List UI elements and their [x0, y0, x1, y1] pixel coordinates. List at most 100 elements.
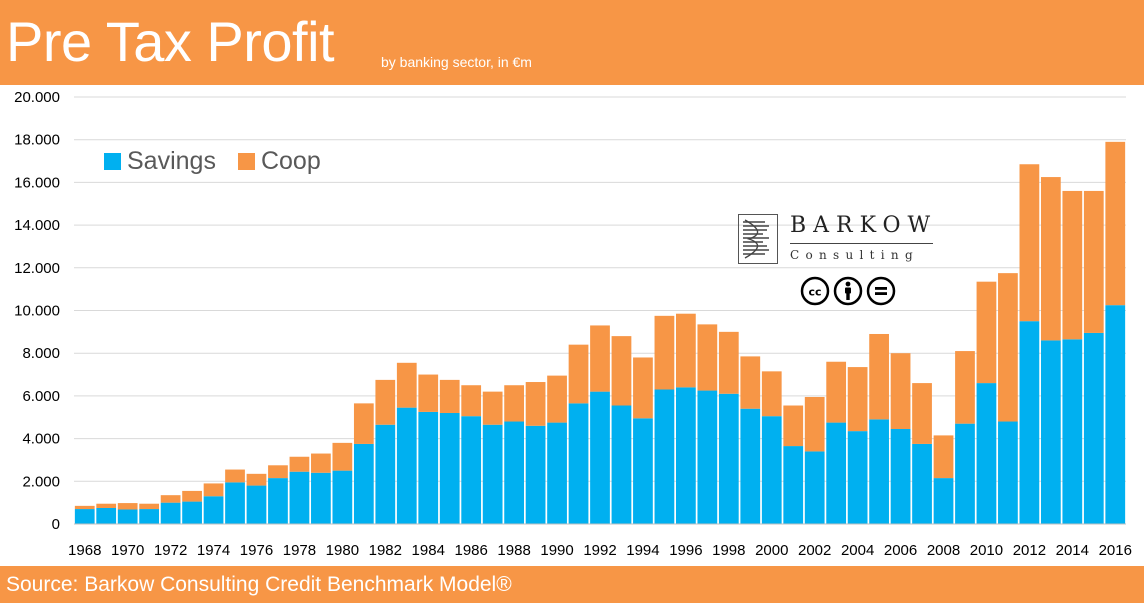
bar-savings-2009 [955, 423, 975, 524]
bar-savings-1989 [525, 425, 546, 524]
bar-coop-1974 [203, 483, 224, 497]
bar-coop-1981 [353, 403, 374, 444]
x-tick-label: 1986 [454, 542, 487, 559]
bar-coop-2004 [847, 367, 868, 432]
bar-savings-2002 [804, 451, 825, 524]
logo-subtitle: Consulting [790, 248, 919, 262]
footer-bar: Source: Barkow Consulting Credit Benchma… [0, 566, 1144, 603]
x-tick-label: 1992 [583, 542, 616, 559]
x-tick-label: 2000 [755, 542, 788, 559]
bar-coop-1979 [311, 453, 331, 473]
bar-coop-2002 [804, 396, 825, 452]
bar-savings-2001 [783, 446, 804, 524]
x-tick-label: 1970 [111, 542, 144, 559]
x-tick-label: 1998 [712, 542, 745, 559]
x-tick-label: 1978 [283, 542, 316, 559]
bar-savings-1999 [740, 408, 761, 524]
bar-savings-1973 [182, 501, 202, 524]
bar-savings-2010 [976, 383, 997, 524]
x-tick-label: 1980 [326, 542, 359, 559]
bar-savings-1974 [203, 496, 224, 524]
y-tick-label: 2.000 [22, 473, 60, 490]
x-tick-label: 1976 [240, 542, 273, 559]
bar-coop-2000 [761, 371, 782, 417]
x-tick-label: 2002 [798, 542, 831, 559]
bar-savings-1992 [590, 391, 610, 524]
bar-savings-1996 [676, 387, 696, 524]
bar-savings-1986 [461, 416, 482, 524]
bar-savings-2006 [890, 428, 911, 524]
bar-coop-1978 [289, 456, 310, 472]
bar-savings-1987 [482, 424, 503, 524]
bar-coop-1980 [332, 442, 353, 471]
bar-coop-1970 [117, 503, 138, 510]
y-tick-label: 0 [52, 516, 60, 533]
bar-coop-2005 [869, 333, 889, 420]
bar-coop-1990 [547, 375, 567, 423]
bar-coop-2006 [890, 353, 911, 429]
bar-savings-2015 [1083, 332, 1104, 524]
bar-coop-1986 [461, 385, 482, 417]
bar-savings-1975 [225, 482, 245, 524]
y-tick-label: 8.000 [22, 345, 60, 362]
bar-savings-2014 [1062, 339, 1083, 524]
bar-coop-1973 [182, 490, 202, 502]
bar-coop-1994 [633, 357, 653, 419]
source-note: Source: Barkow Consulting Credit Benchma… [6, 573, 512, 596]
y-tick-label: 6.000 [22, 388, 60, 405]
bar-savings-2012 [1019, 321, 1040, 524]
x-tick-label: 2010 [970, 542, 1003, 559]
x-tick-label: 2016 [1099, 542, 1132, 559]
barkow-emblem-icon [738, 214, 778, 264]
bar-coop-1997 [697, 324, 718, 391]
attribution-icon [833, 276, 863, 306]
bar-coop-1989 [525, 382, 546, 426]
x-tick-label: 2014 [1056, 542, 1089, 559]
barkow-logo: BARKOW Consulting cc [738, 212, 938, 308]
bar-coop-1996 [676, 313, 696, 388]
bar-savings-2005 [869, 419, 889, 524]
bar-coop-1995 [654, 315, 675, 390]
x-tick-label: 2008 [927, 542, 960, 559]
logo-divider [790, 243, 933, 244]
bar-savings-1970 [117, 509, 138, 524]
bar-savings-1998 [718, 393, 739, 524]
legend: Savings Coop [104, 146, 321, 176]
bar-coop-1983 [396, 362, 417, 408]
x-tick-label: 2012 [1013, 542, 1046, 559]
bar-savings-1968 [74, 509, 95, 524]
y-tick-label: 16.000 [14, 174, 60, 191]
page-subtitle: by banking sector, in €m [381, 54, 532, 70]
bar-savings-1971 [139, 509, 160, 524]
x-tick-label: 1988 [497, 542, 530, 559]
bar-coop-2003 [826, 361, 847, 423]
bar-coop-2015 [1083, 190, 1104, 333]
bar-savings-1976 [246, 485, 267, 524]
bar-savings-2013 [1040, 340, 1061, 524]
bar-savings-1984 [418, 411, 439, 524]
bar-savings-1979 [311, 472, 331, 524]
bar-savings-2011 [998, 421, 1018, 524]
y-tick-label: 14.000 [14, 217, 60, 234]
bar-coop-1982 [375, 379, 396, 425]
bar-coop-1985 [439, 379, 460, 413]
legend-label-savings: Savings [127, 147, 216, 175]
bar-coop-2008 [933, 435, 954, 479]
bar-savings-2000 [761, 416, 782, 524]
legend-item-savings: Savings [104, 146, 216, 176]
x-tick-label: 1990 [540, 542, 573, 559]
bar-savings-1969 [96, 507, 117, 524]
bar-chart: 0 2.000 4.000 6.000 8.000 10.000 12.000 14.000 1… [14, 89, 1132, 559]
y-tick-label: 20.000 [14, 89, 60, 106]
bar-coop-2007 [912, 383, 932, 444]
cc-icon: cc [800, 276, 830, 306]
legend-label-coop: Coop [260, 147, 321, 175]
bar-coop-2016 [1105, 141, 1126, 306]
x-tick-label: 1996 [669, 542, 702, 559]
y-tick-label: 4.000 [22, 431, 60, 448]
legend-swatch-savings [104, 152, 121, 170]
y-tick-label: 18.000 [14, 132, 60, 149]
bar-coop-2001 [783, 405, 804, 447]
bar-coop-1988 [504, 385, 524, 422]
x-tick-label: 1984 [412, 542, 445, 559]
